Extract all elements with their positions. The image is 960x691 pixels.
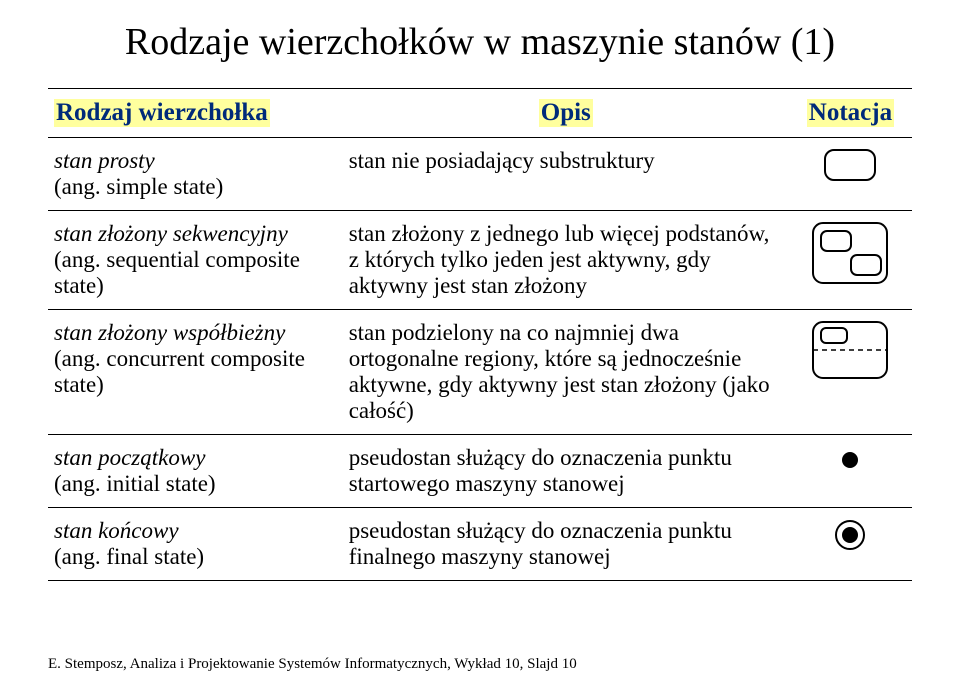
cell-name: stan początkowy (ang. initial state) xyxy=(48,435,343,508)
row4-name-it: stan końcowy xyxy=(54,518,179,543)
cell-name: stan złożony sekwencyjny (ang. sequentia… xyxy=(48,211,343,310)
slide: Rodzaje wierzchołków w maszynie stanów (… xyxy=(0,0,960,691)
table-row: stan końcowy (ang. final state) pseudost… xyxy=(48,508,912,581)
cell-desc: pseudostan służący do oznaczenia punktu … xyxy=(343,435,789,508)
table-row: stan złożony współbieżny (ang. concurren… xyxy=(48,310,912,435)
cell-icon xyxy=(789,211,912,310)
vertex-types-table: Rodzaj wierzchołka Opis Notacja stan pro… xyxy=(48,88,912,581)
header-col3: Notacja xyxy=(789,89,912,138)
concurrent-composite-icon xyxy=(811,320,889,380)
final-state-icon xyxy=(833,518,867,552)
table-row: stan złożony sekwencyjny (ang. sequentia… xyxy=(48,211,912,310)
cell-icon xyxy=(789,138,912,211)
table-row: stan prosty (ang. simple state) stan nie… xyxy=(48,138,912,211)
header-col2: Opis xyxy=(343,89,789,138)
row3-name-en: (ang. initial state) xyxy=(54,471,216,496)
header-label-col1: Rodzaj wierzchołka xyxy=(54,99,270,127)
sequential-composite-icon xyxy=(811,221,889,285)
row2-name-en: (ang. concurrent composite state) xyxy=(54,346,305,397)
slide-title: Rodzaje wierzchołków w maszynie stanów (… xyxy=(48,20,912,64)
header-label-col3: Notacja xyxy=(807,99,894,127)
row2-name-it: stan złożony współbieżny xyxy=(54,320,285,345)
cell-name: stan końcowy (ang. final state) xyxy=(48,508,343,581)
row1-name-it: stan złożony sekwencyjny xyxy=(54,221,288,246)
table-header-row: Rodzaj wierzchołka Opis Notacja xyxy=(48,89,912,138)
cell-name: stan złożony współbieżny (ang. concurren… xyxy=(48,310,343,435)
row0-name-en: (ang. simple state) xyxy=(54,174,223,199)
cell-desc: stan podzielony na co najmniej dwa ortog… xyxy=(343,310,789,435)
cell-desc: stan nie posiadający substruktury xyxy=(343,138,789,211)
table-row: stan początkowy (ang. initial state) pse… xyxy=(48,435,912,508)
cell-name: stan prosty (ang. simple state) xyxy=(48,138,343,211)
header-col1: Rodzaj wierzchołka xyxy=(48,89,343,138)
row0-name-it: stan prosty xyxy=(54,148,155,173)
cell-desc: stan złożony z jednego lub więcej podsta… xyxy=(343,211,789,310)
cell-desc: pseudostan służący do oznaczenia punktu … xyxy=(343,508,789,581)
row4-name-en: (ang. final state) xyxy=(54,544,204,569)
row1-name-en: (ang. sequential composite state) xyxy=(54,247,300,298)
initial-state-icon xyxy=(835,445,865,475)
cell-icon xyxy=(789,310,912,435)
cell-icon xyxy=(789,435,912,508)
header-label-col2: Opis xyxy=(539,99,593,127)
slide-footer: E. Stemposz, Analiza i Projektowanie Sys… xyxy=(48,656,577,673)
row3-name-it: stan początkowy xyxy=(54,445,205,470)
simple-state-icon xyxy=(823,148,877,182)
cell-icon xyxy=(789,508,912,581)
